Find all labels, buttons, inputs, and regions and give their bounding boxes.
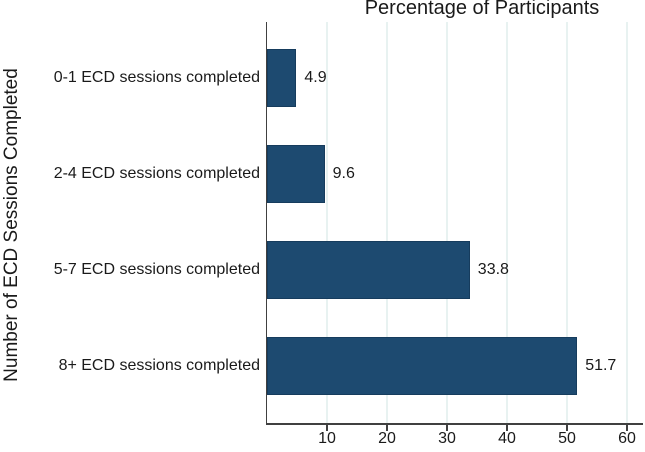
x-tick-mark: [626, 424, 628, 431]
category-label: 5-7 ECD sessions completed: [53, 261, 260, 278]
x-tick-mark: [506, 424, 508, 431]
gridline: [386, 22, 388, 423]
x-tick-mark: [326, 424, 328, 431]
x-tick-label: 60: [618, 430, 636, 447]
gridline: [326, 22, 328, 423]
gridline: [626, 22, 628, 423]
category-label: 0-1 ECD sessions completed: [53, 69, 260, 86]
x-tick-label: 50: [558, 430, 576, 447]
y-axis-line: [265, 22, 267, 425]
x-tick-label: 30: [438, 430, 456, 447]
x-tick-mark: [566, 424, 568, 431]
plot-area: 10 20 30 40 50 60 4.9 9.6 33.8 51.7: [265, 22, 643, 447]
bar-value-label: 9.6: [332, 165, 355, 182]
bar-value-label: 51.7: [585, 357, 617, 374]
x-tick-label: 20: [378, 430, 396, 447]
bar: [267, 337, 578, 395]
gridline: [566, 22, 568, 423]
x-tick-label: 10: [318, 430, 336, 447]
category-label: 8+ ECD sessions completed: [58, 357, 260, 374]
y-axis-title: Number of ECD Sessions Completed: [1, 68, 22, 382]
x-tick-mark: [386, 424, 388, 431]
chart-title: Percentage of Participants: [364, 0, 600, 19]
category-label: 2-4 ECD sessions completed: [53, 165, 260, 182]
bar-value-label: 4.9: [304, 69, 327, 86]
bar-value-label: 33.8: [477, 261, 509, 278]
gridline: [506, 22, 508, 423]
x-tick-mark: [446, 424, 448, 431]
bar: [267, 49, 297, 107]
x-tick-label: 40: [498, 430, 516, 447]
bar: [267, 145, 325, 203]
x-axis-line: [265, 423, 643, 425]
gridline: [446, 22, 448, 423]
bar: [267, 241, 470, 299]
